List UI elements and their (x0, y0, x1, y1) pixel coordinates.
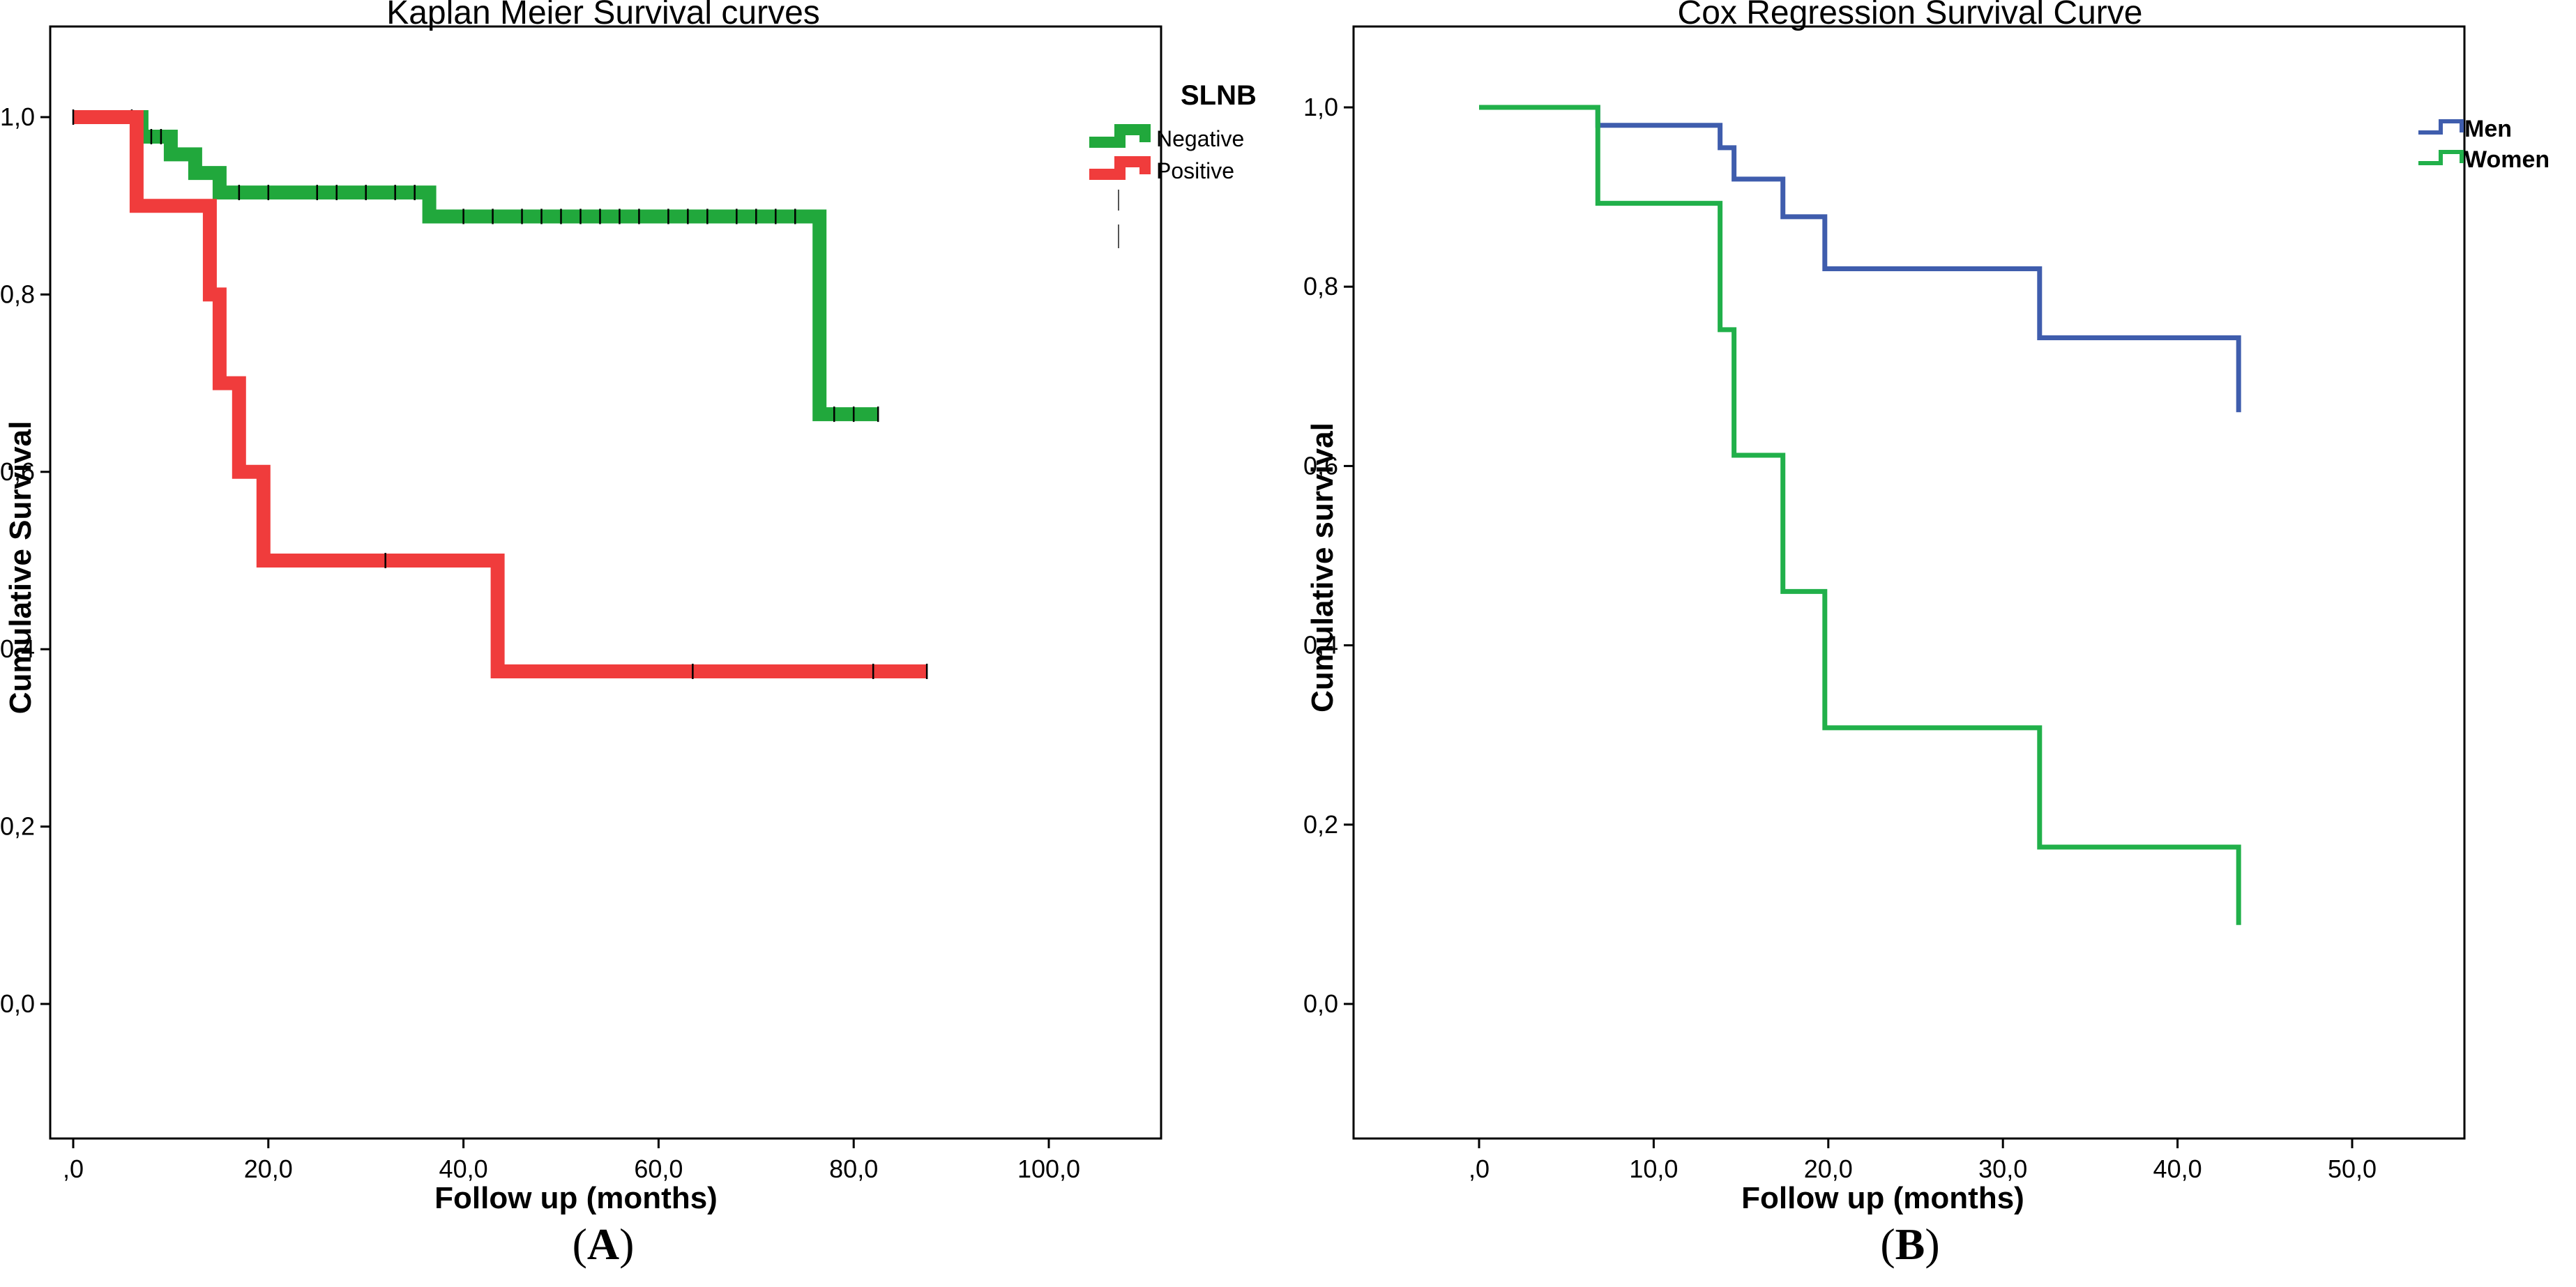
y-tick-label: 0,6 (1303, 451, 1338, 480)
y-tick-label: 0,2 (1303, 810, 1338, 839)
plot-frame (49, 25, 1162, 1140)
panel-caption: (A) (573, 1219, 635, 1269)
legend-swatch-men (2418, 119, 2464, 135)
series-line-negative (73, 110, 879, 422)
y-tick-label: 1,0 (1303, 93, 1338, 121)
panel-letter: B (1895, 1219, 1925, 1269)
y-tick-label: 0,0 (1303, 989, 1338, 1018)
y-axis-label: Cumulative Survival (3, 421, 38, 715)
x-tick-label: 10,0 (1629, 1155, 1678, 1183)
legend-swatch-women (2418, 150, 2464, 165)
chart-title: Kaplan Meier Survival curves (386, 0, 820, 31)
x-axis-label: Follow up (months) (434, 1181, 718, 1215)
series-line-women (1479, 105, 2241, 925)
x-tick-label: 50,0 (2328, 1155, 2377, 1183)
panel-a-kaplan-meier-chart: Kaplan Meier Survival curves Follow up (m… (0, 0, 1257, 1215)
panel-caption: (B) (1880, 1219, 1939, 1269)
y-tick-label: 0,4 (0, 634, 35, 663)
legend-swatch-positive (1089, 156, 1151, 180)
panel-letter: A (587, 1219, 619, 1269)
legend-title: SLNB (1181, 80, 1257, 111)
legend-label-negative: Negative (1156, 126, 1244, 151)
x-tick-label: ,0 (63, 1155, 84, 1183)
x-tick-label: 30,0 (1978, 1155, 2027, 1183)
x-tick-label: 20,0 (1804, 1155, 1853, 1183)
series-line-positive (73, 110, 927, 678)
series-line-men (1479, 105, 2241, 413)
y-tick-label: 0,6 (0, 457, 35, 486)
panel-b-cox-regression-chart: Cox Regression Survival Curve Follow up (… (1303, 0, 2550, 1215)
plot-frame (1352, 25, 2466, 1140)
x-tick-label: ,0 (1469, 1155, 1490, 1183)
x-tick-label: 40,0 (2153, 1155, 2202, 1183)
y-axis-label: Cumulative survival (1305, 422, 1340, 713)
y-tick-label: 0,8 (0, 280, 35, 308)
y-tick-label: 0,0 (0, 989, 35, 1018)
x-tick-label: 20,0 (244, 1155, 293, 1183)
legend-label-men: Men (2464, 116, 2512, 142)
legend-label-positive: Positive (1156, 158, 1234, 183)
x-tick-label: 60,0 (634, 1155, 683, 1183)
legend-swatch-negative (1089, 124, 1151, 148)
panel-captions: (A) (B) (573, 1219, 1940, 1269)
x-tick-label: 100,0 (1017, 1155, 1080, 1183)
x-tick-label: 80,0 (829, 1155, 878, 1183)
y-tick-label: 0,4 (1303, 631, 1338, 660)
y-tick-label: 1,0 (0, 102, 35, 131)
y-tick-label: 0,2 (0, 812, 35, 841)
x-tick-label: 40,0 (439, 1155, 488, 1183)
x-axis-label: Follow up (months) (1741, 1181, 2024, 1215)
legend-label-women: Women (2464, 146, 2550, 173)
y-tick-label: 0,8 (1303, 272, 1338, 300)
chart-title: Cox Regression Survival Curve (1678, 0, 2143, 31)
